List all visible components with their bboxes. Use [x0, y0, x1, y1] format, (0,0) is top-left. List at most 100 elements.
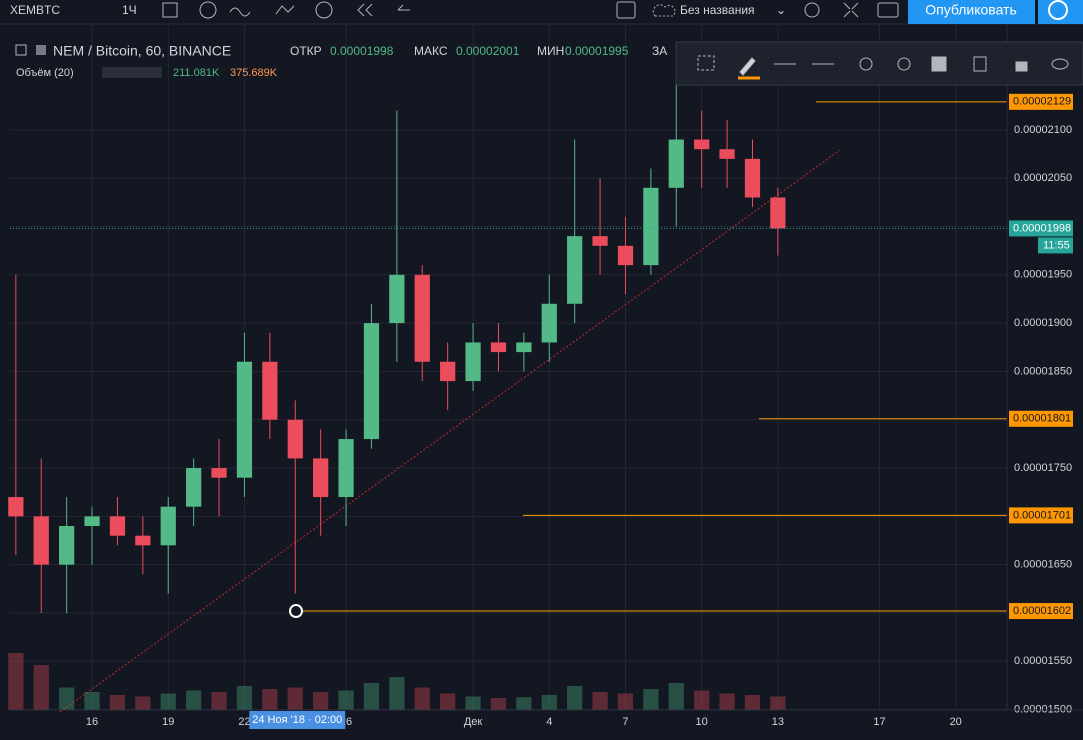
- legend-title[interactable]: NEM / Bitcoin, 60, BINANCE: [53, 43, 231, 59]
- candle-body: [440, 361, 456, 382]
- publish-button[interactable]: [908, 0, 1035, 24]
- plot: 0.000015000.000015500.000016000.00001650…: [8, 25, 1072, 728]
- settings-icon[interactable]: [859, 57, 873, 71]
- volume-title[interactable]: Объём (20): [16, 67, 74, 79]
- candle-body: [338, 439, 354, 498]
- crosshair-bg: [249, 711, 346, 729]
- compare-icon[interactable]: [229, 7, 251, 17]
- volume-bar: [643, 689, 659, 710]
- volume-bar: [186, 690, 202, 710]
- volume-bar: [262, 689, 278, 710]
- volume-bar: [160, 693, 176, 710]
- symbol[interactable]: XEMBTC: [10, 3, 60, 17]
- interval[interactable]: 1Ч: [122, 3, 137, 17]
- volume-buttons[interactable]: [102, 67, 162, 78]
- candle-body: [33, 516, 49, 565]
- open-value: 0.00001998: [330, 44, 394, 58]
- high-label: МАКС: [414, 44, 448, 58]
- volume-value: 211.081K: [173, 67, 220, 79]
- candle-body: [414, 274, 430, 362]
- volume-bar: [694, 690, 710, 710]
- candle-body: [490, 342, 507, 353]
- lock-icon[interactable]: [1015, 61, 1028, 72]
- chart-type-icon[interactable]: [162, 2, 178, 18]
- y-tick-label: 0.00001750: [1014, 462, 1072, 474]
- y-tick-label: 0.00001900: [1014, 317, 1072, 329]
- candle-body: [592, 236, 608, 246]
- volume-bar: [490, 698, 507, 710]
- level-label-bg: [1009, 507, 1073, 524]
- layout-name[interactable]: Без названия: [680, 3, 755, 17]
- snapshot-icon[interactable]: [877, 2, 899, 18]
- y-tick-label: 0.00001950: [1014, 269, 1072, 281]
- volume-bar: [414, 687, 430, 710]
- crosshair-label: 24 Ноя '18 · 02:00: [252, 714, 342, 726]
- toolbar-icons: [162, 1, 899, 19]
- pencil-icon[interactable]: [739, 57, 756, 76]
- volume-ma-value: 375.689K: [230, 67, 278, 79]
- candle-body: [236, 361, 253, 478]
- anchor-handle: [289, 604, 303, 619]
- alert-icon[interactable]: [897, 57, 911, 71]
- alert-icon[interactable]: [315, 1, 333, 19]
- volume-bar: [516, 697, 532, 710]
- level-label-bg: [1009, 410, 1073, 427]
- volume-bar: [668, 683, 684, 710]
- layer-icon[interactable]: [931, 56, 947, 72]
- x-tick-label: 7: [622, 716, 628, 728]
- y-tick-label: 0.00002050: [1014, 172, 1072, 184]
- volume-bar: [744, 695, 761, 710]
- level-label-bg: [1009, 93, 1073, 110]
- volume-bar: [135, 696, 151, 710]
- visibility-icon[interactable]: [1051, 58, 1069, 70]
- candle-body: [567, 236, 583, 304]
- templates-icon[interactable]: [275, 5, 295, 15]
- fullscreen-icon[interactable]: [616, 1, 636, 19]
- candle-body: [160, 506, 176, 546]
- low-label: МИН: [537, 44, 564, 58]
- candle-body: [770, 197, 786, 229]
- collapse-icon[interactable]: [15, 44, 27, 56]
- cloud-icon: [652, 4, 676, 17]
- layout-arrow[interactable]: ⌄: [776, 3, 786, 17]
- legend: NEM / Bitcoin, 60, BINANCE ОТКР 0.000019…: [15, 43, 667, 79]
- clone-icon[interactable]: [973, 56, 987, 72]
- x-tick-label: 19: [162, 716, 174, 728]
- replay-icon[interactable]: [357, 3, 373, 17]
- high-value: 0.00002001: [456, 44, 520, 58]
- volume-bar: [465, 696, 481, 710]
- volume-bar: [33, 665, 49, 710]
- undo-icon[interactable]: [397, 4, 410, 11]
- x-tick-label: 13: [772, 716, 784, 728]
- expand-icon[interactable]: [843, 2, 859, 18]
- volume-bar: [363, 683, 380, 710]
- x-tick-label: 16: [86, 716, 98, 728]
- last-price-label: 0.00001998: [1013, 222, 1071, 234]
- x-tick-label: 17: [873, 716, 885, 728]
- x-tick-label: 4: [546, 716, 552, 728]
- volume-bar: [236, 686, 253, 710]
- settings-icon[interactable]: [804, 2, 820, 18]
- indicator-icon[interactable]: [199, 1, 217, 19]
- candle-body: [744, 158, 761, 198]
- candle-body: [109, 516, 126, 536]
- countdown-label: 11:55: [1043, 239, 1070, 251]
- x-tick-label: 10: [696, 716, 708, 728]
- search-button[interactable]: [1038, 0, 1083, 24]
- top-toolbar: [0, 0, 1083, 24]
- candle-body: [59, 526, 75, 565]
- candle-body: [135, 535, 151, 546]
- open-label: ОТКР: [290, 44, 322, 58]
- x-tick-label: Дек: [464, 716, 483, 728]
- candle-body: [617, 245, 634, 266]
- low-value: 0.00001995: [565, 44, 629, 58]
- candle-body: [8, 497, 24, 517]
- select-icon[interactable]: [697, 55, 715, 71]
- publish-text[interactable]: Опубликовать: [925, 2, 1017, 18]
- candle-body: [668, 139, 684, 188]
- candle-body: [211, 468, 227, 478]
- volume-bar: [440, 693, 456, 710]
- candle-body: [363, 323, 380, 440]
- close-label: ЗА: [652, 44, 667, 58]
